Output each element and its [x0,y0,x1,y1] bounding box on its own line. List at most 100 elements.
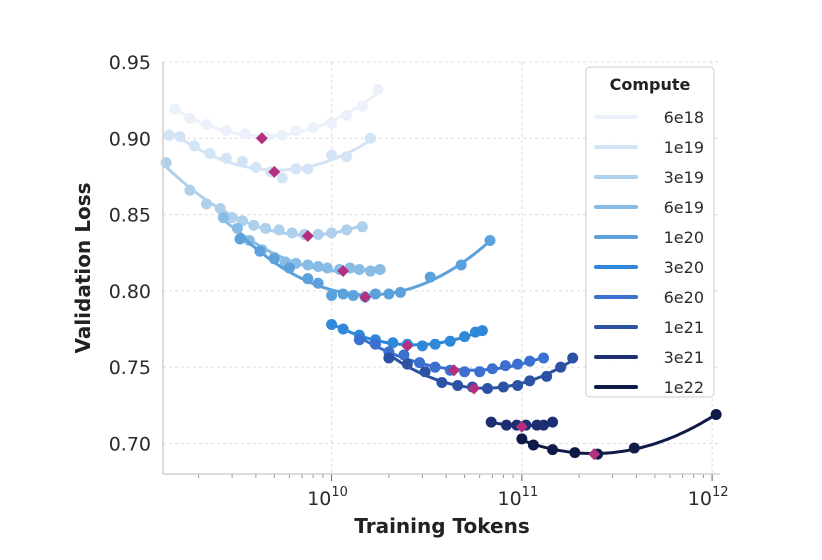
data-point [250,161,262,173]
x-tick-label: 1012 [688,485,729,510]
y-tick-label: 0.85 [109,205,151,227]
data-point [276,129,288,141]
data-point [268,253,280,265]
data-point [174,131,186,143]
data-point [302,259,314,271]
data-point [452,379,464,391]
data-point [497,381,509,393]
data-point [200,198,212,210]
legend: Compute 6e18 1e19 3e19 6e19 1e20 3e20 6e20 1e21… [585,66,715,398]
data-point [394,286,406,298]
data-point [214,202,226,214]
data-point [290,163,302,175]
y-tick-label: 0.80 [109,281,151,303]
legend-label: 3e21 [664,348,704,367]
data-point [547,416,559,428]
series-6e18 [169,83,384,145]
data-point [276,172,288,184]
data-point [414,357,426,369]
y-tick-label: 0.95 [109,52,151,74]
optimum-marker [359,290,372,303]
data-point [444,335,456,347]
data-point [499,360,511,372]
data-point [163,129,175,141]
data-point [512,379,524,391]
data-point [369,288,381,300]
data-point [307,122,319,134]
legend-label: 6e19 [664,198,704,217]
series-3e21 [485,416,559,433]
data-point [217,212,229,224]
data-point [326,117,338,129]
data-point [364,265,376,277]
series-6e19 [217,212,386,278]
data-point [424,271,436,283]
data-point [341,151,353,163]
data-point [290,125,302,137]
optimum-marker [255,132,268,145]
data-point [312,228,324,240]
data-point [220,125,232,137]
legend-label: 6e20 [664,288,704,307]
data-point [302,273,314,285]
data-point [356,221,368,233]
x-tick-label: 1011 [497,485,538,510]
data-point [474,366,486,378]
data-point [459,331,471,343]
legend-title: Compute [610,75,691,94]
data-point [353,334,365,346]
legend-label: 1e22 [664,378,704,397]
legend-label: 3e20 [664,258,704,277]
data-point [524,375,536,387]
data-point [419,366,431,378]
data-point [260,222,272,234]
data-point [416,340,428,352]
legend-label: 1e20 [664,228,704,247]
data-point [312,260,324,272]
data-point [484,235,496,247]
data-point [485,416,497,428]
data-point [243,235,255,247]
data-point [401,358,413,370]
data-point [169,103,181,115]
y-tick-label: 0.75 [109,357,151,379]
series-1e20 [234,232,496,303]
data-point [273,224,285,236]
data-point [337,288,349,300]
optimum-marker [588,448,601,461]
y-tick-label: 0.90 [109,128,151,150]
data-point [341,224,353,236]
data-point [321,262,333,274]
data-point [567,352,579,364]
data-point [512,358,524,370]
data-point [302,163,314,175]
data-point [710,408,722,420]
data-point [364,132,376,144]
data-point [482,383,494,395]
optimum-marker [515,420,528,433]
data-point [538,419,550,431]
data-point [500,419,512,431]
data-point [184,112,196,124]
y-tick-label: 0.70 [109,433,151,455]
data-point [184,184,196,196]
data-point [538,352,550,364]
series-layer [160,83,722,461]
data-point [383,288,395,300]
legend-label: 3e19 [664,168,704,187]
data-point [341,109,353,121]
data-point [254,245,266,257]
data-point [436,376,448,388]
optimum-marker [301,229,314,242]
data-point [326,149,338,161]
data-point [220,152,232,164]
data-point [353,264,365,276]
series-3e19 [160,157,368,242]
optimum-marker [337,265,350,278]
data-point [204,148,216,160]
legend-label: 1e19 [664,138,704,157]
optimum-marker [268,165,281,178]
data-point [527,439,539,451]
